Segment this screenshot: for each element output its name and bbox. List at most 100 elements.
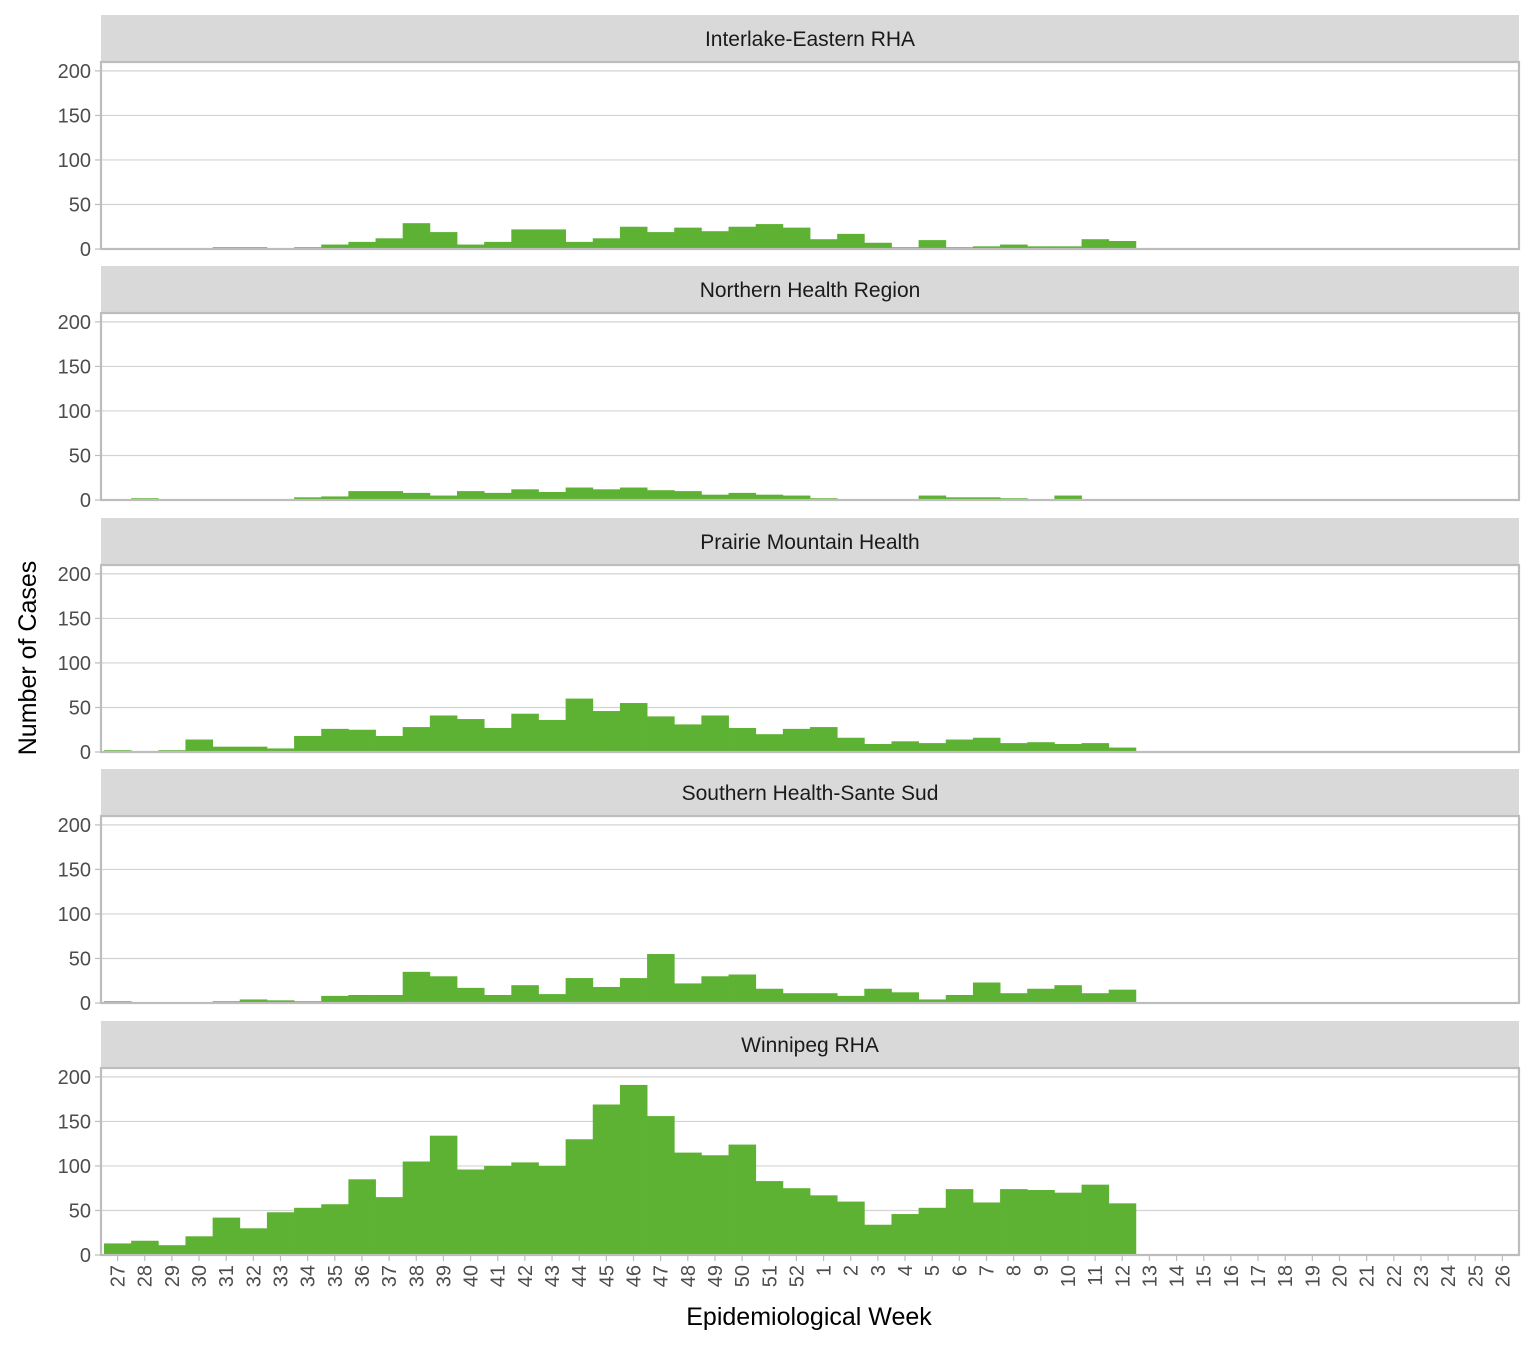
- bar: [864, 1224, 892, 1255]
- bar: [429, 495, 458, 500]
- bar: [484, 994, 512, 1003]
- bar: [782, 227, 811, 249]
- x-tick-label: 25: [1465, 1265, 1487, 1287]
- bar: [972, 246, 1001, 249]
- facet-panel: Interlake-Eastern RHA 0 50 100 150 200: [58, 15, 1521, 261]
- bar: [864, 743, 892, 752]
- bar: [619, 487, 648, 500]
- bar: [348, 241, 376, 249]
- bar: [972, 497, 1001, 500]
- bar: [918, 1207, 947, 1255]
- bar: [619, 703, 648, 752]
- x-tick-label: 11: [1085, 1265, 1107, 1286]
- bar: [674, 983, 702, 1003]
- y-tick-label: 150: [58, 356, 91, 378]
- bar: [674, 724, 702, 752]
- bar: [538, 719, 567, 752]
- bar: [457, 1169, 485, 1255]
- y-tick-label: 150: [58, 1111, 91, 1133]
- facet-panel: Northern Health Region 0 50 100 150 200: [58, 266, 1521, 512]
- bar: [647, 232, 675, 249]
- bar: [457, 987, 485, 1003]
- bar: [375, 994, 404, 1003]
- bar: [701, 715, 729, 752]
- y-tick-label: 0: [80, 993, 91, 1015]
- facet-strip: [101, 1021, 1519, 1067]
- bar: [348, 729, 376, 752]
- x-tick-label: 19: [1302, 1265, 1324, 1287]
- bar: [945, 1189, 974, 1255]
- bar: [321, 728, 349, 752]
- x-tick-label: 41: [488, 1265, 510, 1287]
- bar: [402, 1161, 431, 1255]
- bar: [375, 735, 404, 752]
- bar: [1027, 988, 1055, 1003]
- bar: [1000, 743, 1028, 752]
- x-tick-label: 36: [352, 1265, 374, 1287]
- panel-border: [99, 814, 1521, 1005]
- bar: [782, 495, 811, 500]
- facet-strip: [101, 266, 1519, 312]
- bar: [755, 988, 784, 1003]
- facet-strip: [101, 15, 1519, 61]
- panel-border: [99, 563, 1521, 754]
- y-tick-label: 100: [58, 1156, 91, 1178]
- bar: [457, 491, 485, 500]
- x-tick-label: 27: [108, 1265, 130, 1287]
- bar: [158, 1245, 186, 1255]
- x-tick-label: 21: [1357, 1265, 1379, 1287]
- facet-strip-label: Northern Health Region: [700, 279, 921, 302]
- x-axis: 27 28 29 30 31 32 33 34 35 36 37 38 39 40 41 42 43 44 45 46…: [108, 1255, 1514, 1287]
- x-tick-label: 49: [705, 1265, 727, 1287]
- facet-strip-label: Southern Health-Sante Sud: [682, 782, 939, 805]
- bar: [321, 496, 349, 500]
- bar: [429, 715, 458, 752]
- bar: [619, 978, 648, 1003]
- x-tick-label: 23: [1411, 1265, 1433, 1287]
- x-tick-label: 22: [1384, 1265, 1406, 1287]
- bar: [945, 739, 974, 752]
- bar: [1000, 1189, 1028, 1255]
- y-tick-label: 100: [58, 401, 91, 423]
- x-tick-label: 38: [406, 1265, 428, 1287]
- panel-border: [99, 311, 1521, 502]
- bar: [728, 492, 757, 500]
- bar: [565, 487, 594, 500]
- y-tick-label: 100: [58, 904, 91, 926]
- bar: [701, 976, 729, 1003]
- bar: [266, 748, 295, 752]
- y-tick-label: 0: [80, 742, 91, 764]
- bar: [1000, 244, 1028, 249]
- x-tick-label: 42: [515, 1265, 537, 1287]
- bar: [511, 229, 539, 249]
- y-tick-label: 0: [80, 490, 91, 512]
- bar: [402, 727, 431, 752]
- bar: [1108, 1203, 1137, 1255]
- x-tick-label: 30: [189, 1265, 211, 1287]
- bar: [348, 994, 376, 1003]
- x-tick-label: 43: [542, 1265, 564, 1287]
- bar: [321, 1204, 349, 1255]
- bar: [402, 492, 431, 500]
- bar: [1108, 240, 1137, 249]
- bar: [1081, 239, 1110, 249]
- bar: [239, 746, 268, 752]
- bar: [810, 727, 838, 752]
- bar: [647, 954, 675, 1003]
- bar: [972, 1202, 1001, 1255]
- bar: [701, 231, 729, 249]
- bar: [294, 735, 322, 752]
- x-tick-label: 18: [1275, 1265, 1297, 1287]
- bar: [239, 999, 268, 1003]
- bar: [810, 1195, 838, 1255]
- x-tick-label: 37: [379, 1265, 401, 1287]
- bar: [212, 1217, 241, 1255]
- bar: [674, 227, 702, 249]
- y-axis-title: Number of Cases: [14, 561, 42, 756]
- bar: [484, 727, 512, 752]
- x-tick-label: 48: [678, 1265, 700, 1287]
- y-tick-label: 50: [69, 194, 91, 216]
- bar: [755, 1181, 784, 1255]
- x-tick-label: 52: [786, 1265, 808, 1287]
